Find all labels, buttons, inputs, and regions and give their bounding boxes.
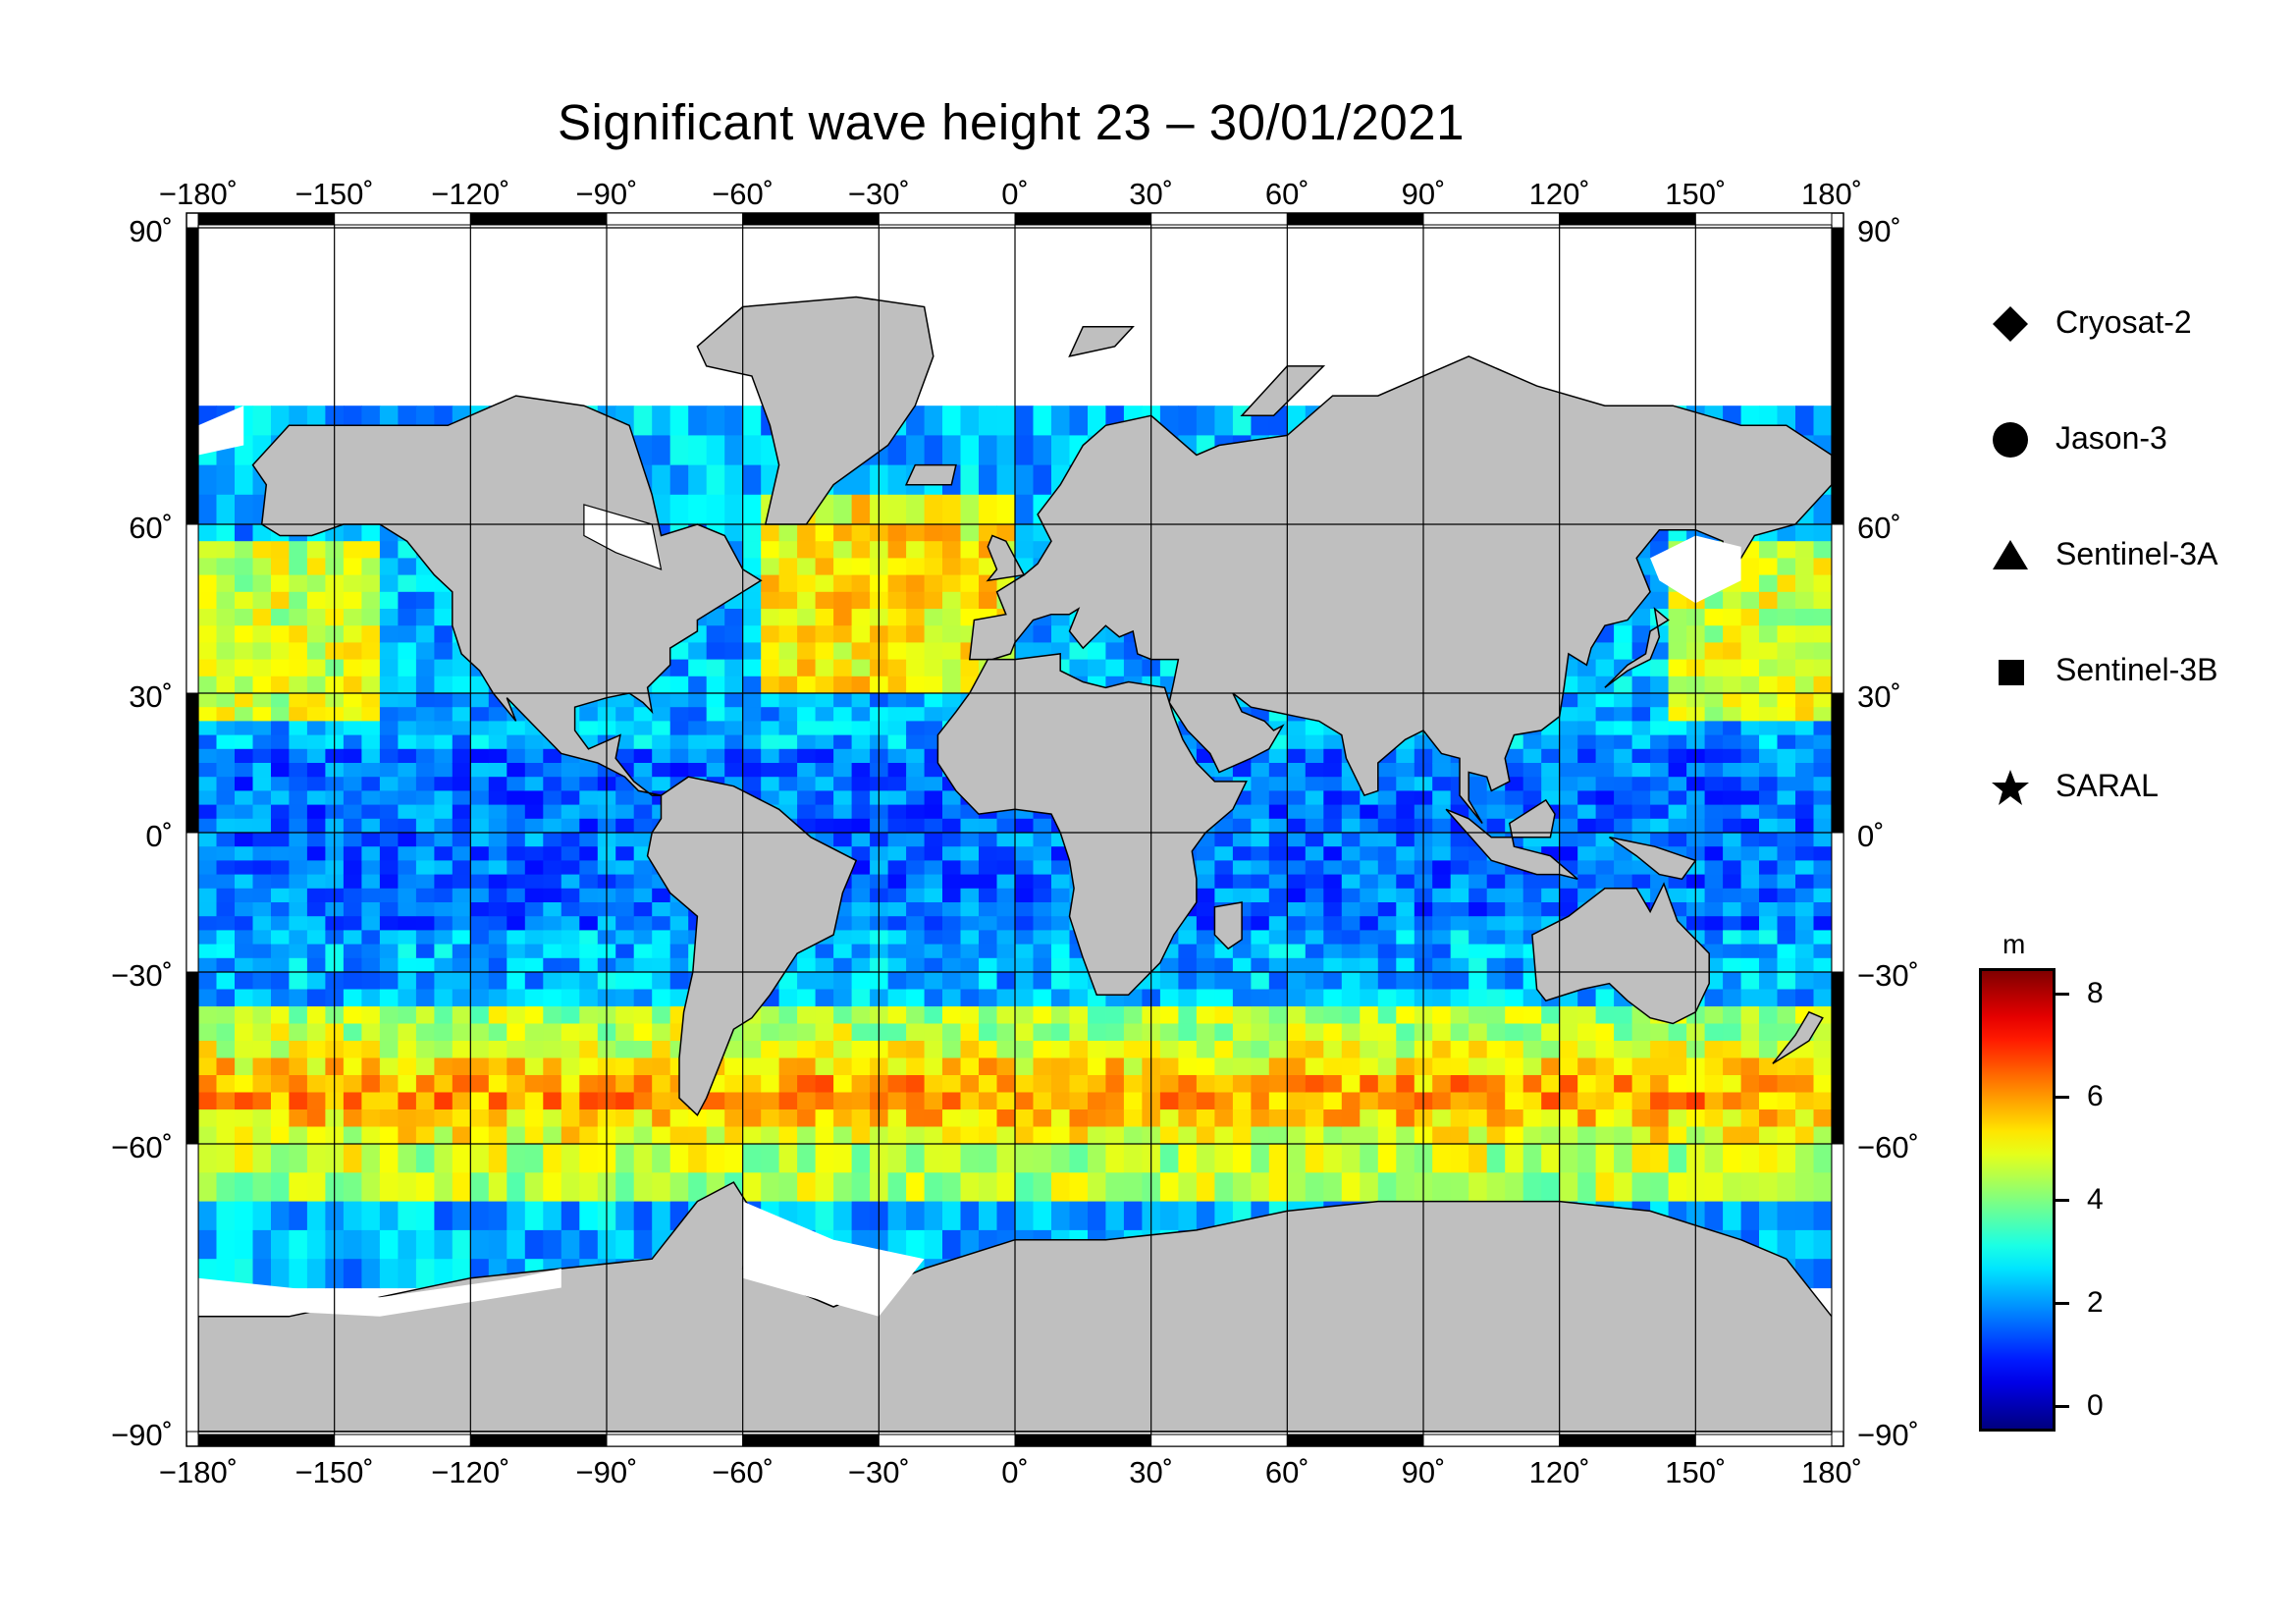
colorbar-unit: m <box>2002 929 2026 959</box>
colorbar-tick-label: 0 <box>2087 1388 2104 1422</box>
lon-tick-label-top: 120˚ <box>1528 177 1590 211</box>
lon-tick-label-bottom: 150˚ <box>1665 1455 1727 1489</box>
colorbar-tick-mark <box>2056 1199 2069 1202</box>
colorbar-tick-label: 4 <box>2087 1183 2104 1216</box>
lon-tick-label-top: 180˚ <box>1800 177 1863 211</box>
circle-icon <box>1993 422 2028 458</box>
triangle-icon <box>1993 540 2028 569</box>
lon-tick-label-top: 90˚ <box>1401 177 1446 211</box>
lon-tick-label-bottom: 30˚ <box>1129 1455 1174 1489</box>
colorbar <box>1979 968 2056 1432</box>
lat-tick-label-right: 60˚ <box>1857 511 1901 545</box>
lon-tick-label-bottom: 90˚ <box>1401 1455 1446 1489</box>
lon-tick-label-top: −120˚ <box>431 177 510 211</box>
lat-tick-label-right: −60˚ <box>1857 1130 1919 1164</box>
lat-tick-label-left: 90˚ <box>129 214 173 248</box>
lat-tick-label-left: 0˚ <box>145 819 173 853</box>
lat-tick-label-left: 30˚ <box>129 679 173 714</box>
lon-tick-label-top: 60˚ <box>1264 177 1309 211</box>
diamond-icon <box>1993 306 2028 342</box>
lon-tick-label-top: 150˚ <box>1665 177 1727 211</box>
legend-item-cryosat-2: Cryosat-2 <box>1991 300 2285 348</box>
lon-tick-label-bottom: −180˚ <box>158 1455 239 1489</box>
lat-tick-label-left: −60˚ <box>111 1130 173 1164</box>
legend-item-sentinel-3a: Sentinel-3A <box>1991 532 2285 579</box>
colorbar-tick-mark <box>2056 1096 2069 1100</box>
star-icon <box>1992 770 2029 805</box>
legend-item-saral: SARAL <box>1991 764 2285 811</box>
map-frame <box>186 212 1844 1447</box>
colorbar-tick-mark <box>2056 1301 2069 1305</box>
lat-tick-label-right: −90˚ <box>1857 1418 1919 1452</box>
lat-tick-label-right: 30˚ <box>1857 679 1901 714</box>
lon-tick-label-top: −90˚ <box>575 177 638 211</box>
lat-tick-label-left: 60˚ <box>129 511 173 545</box>
lon-tick-label-bottom: 0˚ <box>1001 1455 1029 1489</box>
lon-tick-label-bottom: 60˚ <box>1264 1455 1309 1489</box>
colorbar-tick-label: 8 <box>2087 977 2104 1010</box>
lat-tick-label-left: −90˚ <box>111 1418 173 1452</box>
lon-tick-label-bottom: 120˚ <box>1528 1455 1590 1489</box>
lon-tick-label-top: −180˚ <box>158 177 239 211</box>
lon-tick-label-top: −30˚ <box>847 177 910 211</box>
lon-tick-label-bottom: −30˚ <box>847 1455 910 1489</box>
colorbar-tick-mark <box>2056 1404 2069 1408</box>
lat-tick-label-right: −30˚ <box>1857 958 1919 993</box>
square-icon <box>1999 660 2024 685</box>
lon-tick-label-top: 0˚ <box>1001 177 1029 211</box>
legend-label: Jason-3 <box>2056 420 2167 456</box>
map-title: Significant wave height 23 – 30/01/2021 <box>557 94 1465 150</box>
colorbar-tick-label: 6 <box>2087 1080 2104 1113</box>
lon-tick-label-bottom: −120˚ <box>431 1455 510 1489</box>
colorbar-tick-label: 2 <box>2087 1285 2104 1319</box>
legend-item-sentinel-3b: Sentinel-3B <box>1991 648 2285 695</box>
legend-label: Cryosat-2 <box>2056 304 2192 340</box>
lat-tick-label-left: −30˚ <box>111 958 173 993</box>
lat-tick-label-right: 90˚ <box>1857 214 1901 248</box>
lon-tick-label-top: −60˚ <box>712 177 774 211</box>
lon-tick-label-bottom: −150˚ <box>294 1455 374 1489</box>
legend-label: Sentinel-3B <box>2056 652 2218 687</box>
lon-tick-label-bottom: 180˚ <box>1800 1455 1863 1489</box>
legend-label: SARAL <box>2056 768 2159 803</box>
lon-tick-label-bottom: −60˚ <box>712 1455 774 1489</box>
lat-tick-label-right: 0˚ <box>1857 819 1885 853</box>
lon-tick-label-top: −150˚ <box>294 177 374 211</box>
legend-label: Sentinel-3A <box>2056 536 2218 571</box>
lon-tick-label-top: 30˚ <box>1129 177 1174 211</box>
legend-item-jason-3: Jason-3 <box>1991 416 2285 463</box>
colorbar-tick-mark <box>2056 993 2069 997</box>
lon-tick-label-bottom: −90˚ <box>575 1455 638 1489</box>
